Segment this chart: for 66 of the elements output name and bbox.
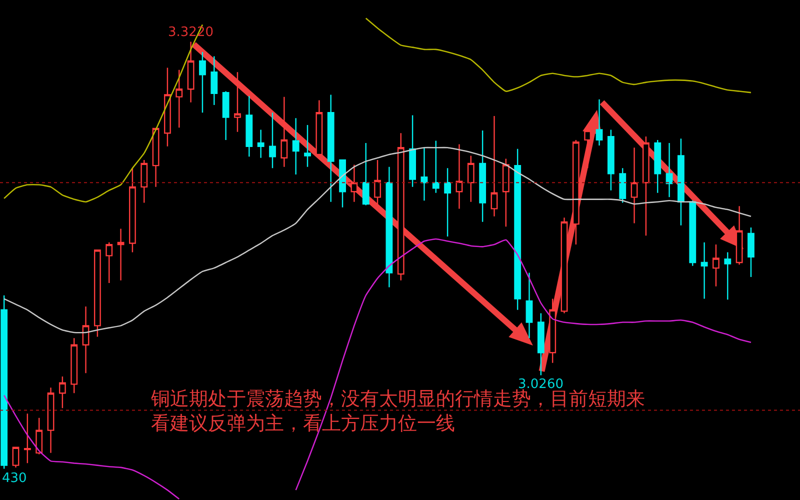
candlestick <box>362 142 370 206</box>
candlestick <box>304 124 311 168</box>
candlestick <box>36 417 43 455</box>
candlestick <box>467 155 474 202</box>
candlestick <box>47 387 54 454</box>
candlestick <box>269 112 276 169</box>
candlestick <box>736 206 743 266</box>
candlestick <box>502 158 510 228</box>
candlestick <box>748 226 754 278</box>
candlestick <box>432 140 440 194</box>
candlestick <box>386 166 393 288</box>
candlestick <box>724 252 732 300</box>
candlestick <box>526 272 533 339</box>
candlestick <box>117 228 124 282</box>
candlestick <box>70 337 78 394</box>
candlestick <box>397 132 404 282</box>
candlestick <box>350 164 358 202</box>
candlestick <box>129 168 136 253</box>
candlestick <box>327 94 334 202</box>
candlestick <box>409 114 416 188</box>
candlestick <box>490 115 498 217</box>
candlestick <box>164 67 171 147</box>
candlestick <box>0 294 8 470</box>
candlestick <box>479 130 486 223</box>
candlestick <box>152 128 160 188</box>
candlestick <box>280 96 288 168</box>
candlestick <box>12 446 20 468</box>
candlestick <box>187 41 194 103</box>
candlestick <box>549 298 556 364</box>
candlestick <box>619 168 626 204</box>
candlestick <box>246 95 253 158</box>
candlestick <box>82 306 90 374</box>
candlestick <box>642 136 650 236</box>
candlestick <box>678 138 684 226</box>
candlestick <box>584 126 592 169</box>
candlestick <box>596 98 603 146</box>
candlestick <box>257 129 264 158</box>
candlestick <box>234 71 241 132</box>
candlestick <box>199 51 206 114</box>
candlestick <box>654 139 662 194</box>
candlestick <box>560 217 568 314</box>
candlestick <box>630 147 638 224</box>
candlestick <box>210 56 218 106</box>
candlestick <box>176 69 183 128</box>
candlestick <box>106 242 113 284</box>
candlestick <box>316 100 323 158</box>
candlestick <box>712 244 720 288</box>
candlestick <box>374 159 381 206</box>
candlestick <box>514 148 522 310</box>
candlestick <box>24 413 31 464</box>
candlestick <box>222 90 230 141</box>
candlestick <box>689 201 696 267</box>
candlestick <box>292 118 300 176</box>
candlestick <box>666 142 673 198</box>
candlestick <box>537 312 544 376</box>
candlestick <box>339 159 346 208</box>
candlestick <box>607 129 614 191</box>
candlestick <box>572 139 580 246</box>
candlestick <box>444 168 452 238</box>
candlestick <box>456 144 463 210</box>
candlestick <box>420 147 428 202</box>
candlestick <box>140 159 148 204</box>
candlestick <box>94 250 101 338</box>
annotation: 430 <box>2 471 27 486</box>
candlestick <box>700 242 708 300</box>
candlestick <box>58 376 66 409</box>
